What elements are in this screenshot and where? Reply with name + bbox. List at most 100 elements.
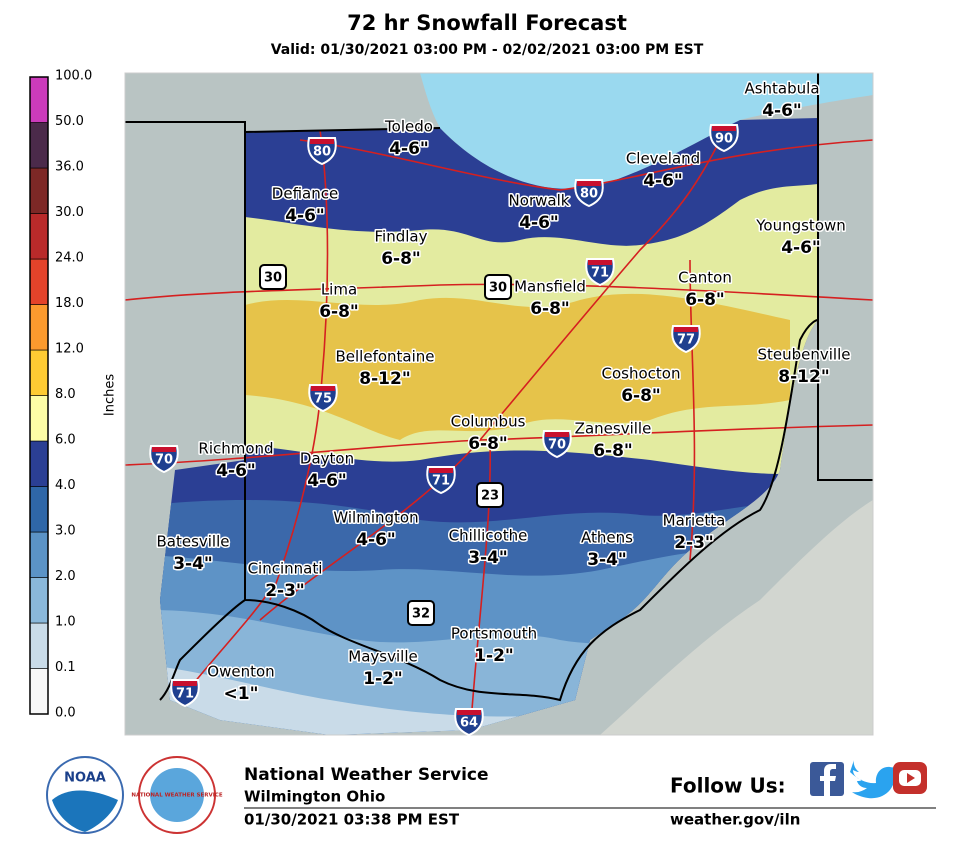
interstate-shield <box>170 679 200 708</box>
interstate-shield-top <box>577 181 601 186</box>
city-name: Owenton <box>207 663 274 681</box>
legend-swatch <box>29 577 49 624</box>
snow-amount: 6-8" <box>530 299 570 319</box>
legend-tick-label: 50.0 <box>55 114 84 129</box>
interstate-shield-top <box>311 386 335 391</box>
highway-number: 71 <box>591 266 609 281</box>
legend-tick-label: 36.0 <box>55 160 84 175</box>
city-name: Lima <box>321 281 357 299</box>
city-name: Athens <box>581 529 633 547</box>
city-name: Portsmouth <box>451 625 537 643</box>
legend-swatch <box>29 304 49 351</box>
noaa-text: NOAA <box>64 771 106 786</box>
legend-swatch <box>29 122 49 169</box>
state-borders <box>125 73 873 702</box>
footer: NOAA NATIONAL WEATHER SERVICE National W… <box>46 756 936 834</box>
legend-tick-label: 6.0 <box>55 433 76 448</box>
highway-number: 23 <box>481 489 499 504</box>
snow-amount: 3-4" <box>468 548 508 568</box>
city-name: Norwalk <box>509 192 570 210</box>
interstate-shield <box>426 466 456 495</box>
snow-amount: 8-12" <box>778 367 829 387</box>
us-shield <box>476 482 504 508</box>
url: weather.gov/iln <box>670 811 800 829</box>
highway-number: 80 <box>580 187 598 202</box>
snow-amount: 4-6" <box>781 238 821 258</box>
city-name: Cincinnati <box>248 560 323 578</box>
legend-frame <box>29 76 49 715</box>
highway-number: 64 <box>460 716 478 731</box>
snow-amount: 4-6" <box>216 461 256 481</box>
organization: National Weather Service <box>244 765 489 785</box>
snow-amount: <1" <box>224 684 259 704</box>
snow-amount: 4-6" <box>285 206 325 226</box>
snow-amount: 6-8" <box>381 249 421 269</box>
highway-number: 32 <box>412 607 430 622</box>
city-name: Marietta <box>663 512 726 530</box>
city-name: Steubenville <box>757 346 850 364</box>
city-name: Dayton <box>300 450 354 468</box>
legend-swatch <box>29 395 49 442</box>
snow-amount: 6-8" <box>593 441 633 461</box>
legend-tick-label: 12.0 <box>55 342 84 357</box>
title: 72 hr Snowfall Forecast <box>347 11 627 35</box>
twitter-icon[interactable] <box>850 760 901 799</box>
highway-number: 70 <box>155 453 173 468</box>
legend: Inches 0.0 0.1 1.0 2.0 3.0 4.0 6.0 8.0 12.0 18.0 2… <box>29 69 118 721</box>
interstate-shield-top <box>310 139 334 144</box>
interstate-shield <box>307 137 337 166</box>
interstate-shield-top <box>152 447 176 452</box>
legend-swatch <box>29 531 49 578</box>
highway-shields: 80 90 80 71 30 30 77 75 70 70 71 23 32 71 64 <box>149 124 739 737</box>
legend-swatch <box>29 213 49 260</box>
legend-tick-label: 30.0 <box>55 205 84 220</box>
interstate-shield-top <box>173 681 197 686</box>
highway-number: 71 <box>432 474 450 489</box>
noaa-wave <box>52 790 118 832</box>
youtube-play <box>907 773 915 783</box>
snow-amount: 4-6" <box>762 101 802 121</box>
legend-label: Inches <box>103 374 118 416</box>
issued: 01/30/2021 03:38 PM EST <box>244 811 460 829</box>
interstate-shield-top <box>588 260 612 265</box>
legend-swatch <box>29 622 49 669</box>
legend-tick-label: 3.0 <box>55 524 76 539</box>
legend-tick-label: 4.0 <box>55 478 76 493</box>
city-name: Cleveland <box>626 150 700 168</box>
city-name: Toledo <box>384 118 433 136</box>
highway-number: 77 <box>677 333 695 348</box>
city-name: Bellefontaine <box>335 348 434 366</box>
lake-erie <box>420 73 873 189</box>
legend-swatch <box>29 668 49 715</box>
snow-amount: 4-6" <box>519 213 559 233</box>
highway-number: 70 <box>548 438 566 453</box>
city-name: Batesville <box>156 533 229 551</box>
interstate-shield <box>454 708 484 737</box>
city-name: Maysville <box>348 648 417 666</box>
highway-number: 30 <box>489 281 507 296</box>
snow-amount: 6-8" <box>468 434 508 454</box>
snow-amount: 4-6" <box>356 530 396 550</box>
highway-number: 30 <box>264 271 282 286</box>
snow-amount: 4-6" <box>307 471 347 491</box>
interstate-shield <box>671 325 701 354</box>
legend-tick-label: 8.0 <box>55 387 76 402</box>
office: Wilmington Ohio <box>244 788 385 806</box>
snow-amount: 8-12" <box>359 369 410 389</box>
snow-amount: 6-8" <box>621 386 661 406</box>
legend-tick-label: 0.1 <box>55 660 76 675</box>
interstate-shield <box>574 179 604 208</box>
legend-swatch <box>29 349 49 396</box>
city-name: Wilmington <box>333 509 418 527</box>
interstate-shield <box>709 124 739 153</box>
legend-tick-label: 24.0 <box>55 251 84 266</box>
city-name: Richmond <box>198 440 273 458</box>
map-frame <box>124 72 874 736</box>
legend-swatch <box>29 76 49 123</box>
snow-amount: 3-4" <box>587 550 627 570</box>
interstate-shield <box>542 430 572 459</box>
legend-tick-label: 100.0 <box>55 69 92 84</box>
nws-logo-inner <box>150 768 204 822</box>
legend-swatch <box>29 486 49 533</box>
